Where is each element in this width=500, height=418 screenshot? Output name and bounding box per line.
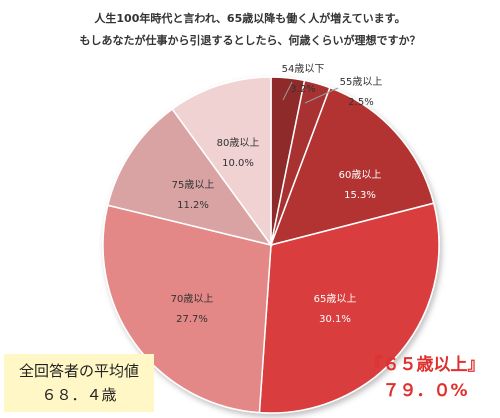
over65-value: ７９．０% [382,381,468,401]
slice-value-1: 3.2% [290,84,315,95]
title-line-1: 人生100年時代と言われ、65歳以降も働く人が増えています。 [94,12,406,25]
leader-line-1 [282,81,293,101]
slice-label-7: 80歳以上 [217,137,260,149]
slice-value-2: 2.5% [348,97,373,108]
slice-label-6: 75歳以上 [172,179,215,191]
average-label: 全回答者の平均値 [18,362,139,380]
pie-slice-3 [269,86,435,247]
average-box: 全回答者の平均値 ６８．４歳 [4,354,154,412]
leader-line-2 [304,87,339,104]
slice-value-3: 15.3% [344,190,376,201]
title-line-2: もしあなたが仕事から引退するとしたら、何歳くらいが理想ですか？ [79,34,421,47]
over65-label: 『６５歳以上』 [365,355,485,375]
slice-value-4: 30.1% [319,314,351,325]
slice-label-4: 65歳以上 [314,293,357,305]
slice-value-5: 27.7% [176,314,208,325]
slice-label-2: 55歳以上 [340,76,383,88]
pie-slice-7 [171,76,272,248]
over65-box: 『６５歳以上』 ７９．０% [354,352,496,412]
slice-label-3: 60歳以上 [339,169,382,181]
slice-value-6: 11.2% [177,200,209,211]
average-value: ６８．４歳 [41,386,117,404]
pie-slice-6 [106,108,273,247]
slice-value-7: 10.0% [222,158,254,169]
pie-slice-4 [258,202,440,414]
slice-label-5: 70歳以上 [171,293,214,305]
slice-label-1: 54歳以下 [282,63,325,75]
pie-slice-5 [102,204,272,414]
chart-title: 人生100年時代と言われ、65歳以降も働く人が増えています。 もしあなたが仕事か… [0,8,500,52]
